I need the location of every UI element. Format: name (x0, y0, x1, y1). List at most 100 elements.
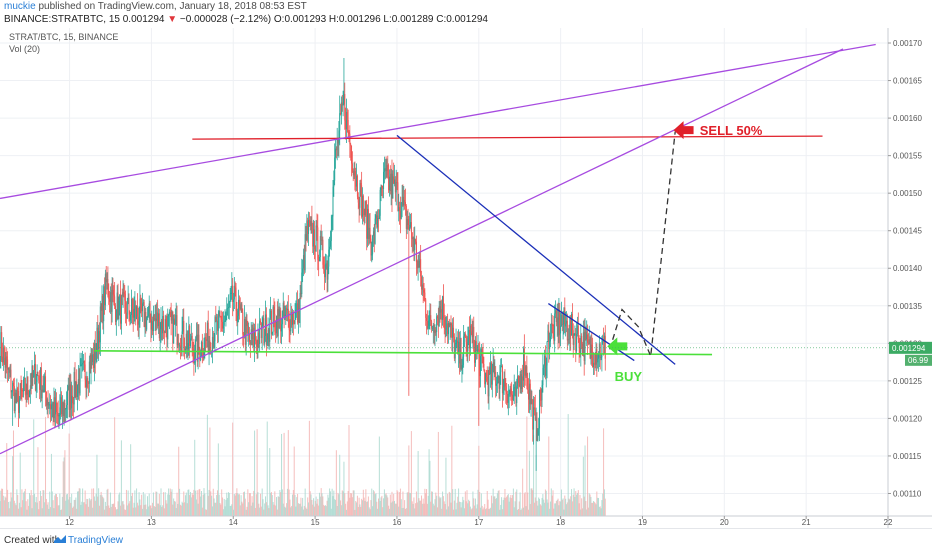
candle-body (109, 299, 111, 302)
volume-bar (429, 460, 431, 516)
volume-bar (293, 446, 295, 516)
candle-body (414, 239, 416, 251)
volume-bar (75, 497, 77, 516)
candle-body (492, 362, 494, 370)
price-chart[interactable]: SELL 50% BUY 0.00170 0.00165 0.00160 0.00155… (0, 28, 932, 528)
candle-body (92, 354, 94, 363)
resistance-line[interactable] (192, 135, 823, 140)
volume-bar (498, 490, 500, 516)
candle-body (30, 385, 32, 389)
volume-bar (282, 503, 284, 516)
candle-body (521, 376, 523, 390)
channel-lower-line[interactable] (0, 48, 844, 455)
candle-body (45, 376, 47, 392)
volume-bar (403, 507, 405, 516)
candle-body (145, 312, 147, 330)
candle-body (474, 351, 476, 363)
candle-body (388, 175, 390, 191)
sell-arrow-icon[interactable] (673, 121, 694, 140)
volume-bar (582, 456, 584, 516)
channel-upper-line[interactable] (0, 43, 876, 200)
volume-bar (180, 505, 182, 516)
volume-bar (302, 509, 304, 516)
volume-bar (297, 493, 299, 516)
volume-bar (437, 431, 439, 516)
symbol-name[interactable]: BINANCE:STRATBTC, 15 (4, 14, 120, 25)
candle-body (550, 323, 552, 337)
support-line[interactable] (94, 350, 713, 356)
chart-area[interactable]: SELL 50% BUY 0.00170 0.00165 0.00160 0.00155… (0, 28, 932, 528)
volume-bars (0, 414, 606, 516)
candle-body (378, 215, 380, 219)
candle-body (82, 362, 84, 365)
candle-body (259, 320, 261, 323)
candle-body (566, 320, 568, 341)
volume-bar (452, 489, 454, 516)
volume-bar (300, 497, 302, 516)
candle-body (341, 102, 343, 106)
candle-body (94, 343, 96, 361)
candle-body (176, 315, 178, 346)
volume-bar (136, 502, 138, 516)
candle-body (164, 318, 166, 333)
candle-body (416, 262, 418, 269)
volume-bar (387, 497, 389, 516)
candle-body (352, 170, 354, 176)
candle-body (400, 202, 402, 219)
candle-body (74, 372, 76, 397)
volume-bar (317, 498, 319, 516)
volume-bar (57, 505, 59, 516)
candle-body (405, 206, 407, 229)
annotations[interactable]: SELL 50% BUY (0, 43, 888, 455)
volume-bar (211, 506, 213, 516)
volume-bar (594, 502, 596, 516)
volume-bar (524, 492, 526, 516)
volume-bar (71, 493, 73, 516)
candle-body (427, 326, 429, 329)
downtrend-line[interactable] (396, 134, 676, 365)
volume-bar (179, 504, 181, 516)
candle-body (102, 295, 104, 322)
volume-bar (330, 508, 332, 516)
volume-bar (389, 494, 391, 516)
candle-body (256, 340, 258, 348)
candle-body (138, 321, 140, 325)
short-trend-line[interactable] (547, 302, 635, 362)
candle-body (275, 331, 277, 334)
candle-body (55, 402, 57, 415)
candle-body (193, 349, 195, 363)
candle-body (426, 317, 428, 321)
volume-bar (526, 416, 528, 516)
candle-body (459, 338, 461, 364)
y-tick-label: 0.00120 (893, 414, 922, 423)
candle-body (466, 342, 468, 352)
volume-bar (254, 430, 256, 516)
candle-body (69, 384, 71, 410)
volume-bar (552, 490, 554, 516)
projection-path[interactable] (609, 131, 676, 359)
candle-body (488, 367, 490, 397)
candle-body (321, 239, 323, 241)
volume-bar (243, 492, 245, 516)
volume-bar (121, 501, 123, 516)
candle-body (57, 413, 59, 417)
volume-bar (218, 494, 220, 516)
candle-body (316, 225, 318, 228)
author-name[interactable]: muckie (4, 1, 36, 12)
candle-body (260, 322, 262, 339)
candle-body (142, 302, 144, 304)
price-axis[interactable]: 0.00170 0.00165 0.00160 0.00155 0.00150 0.001… (887, 28, 932, 528)
candle-body (270, 310, 272, 335)
volume-bar (591, 502, 593, 516)
candle-body (411, 232, 413, 240)
candle-body (324, 269, 326, 278)
volume-bar (536, 500, 538, 516)
buy-arrow-icon[interactable] (607, 337, 628, 356)
candle-body (565, 323, 567, 327)
candle-body (420, 276, 422, 290)
volume-bar (101, 495, 103, 516)
time-axis[interactable]: 12 13 14 15 16 17 18 19 20 21 22 (0, 515, 932, 527)
tradingview-brand[interactable]: TradingView (68, 535, 124, 546)
volume-bar (35, 496, 37, 516)
candle-body (215, 317, 217, 322)
